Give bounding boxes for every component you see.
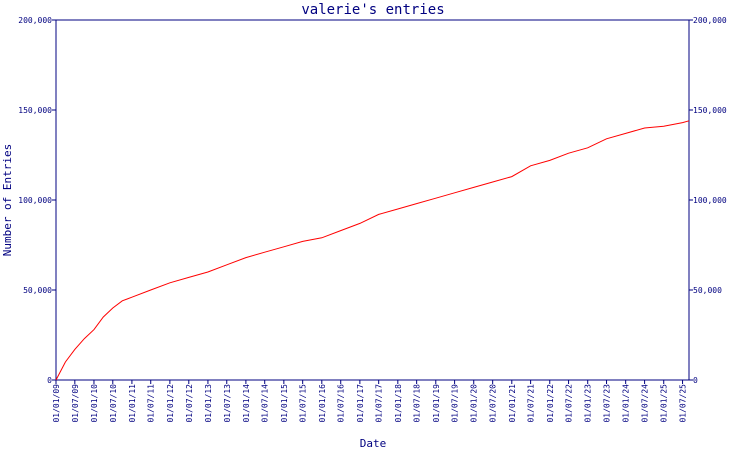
x-tick-label: 01/01/22 [546, 384, 555, 423]
x-tick-label: 01/07/12 [185, 384, 194, 423]
y-axis-left: 0 50,000 100,000 150,000 200,000 [18, 16, 56, 385]
x-tick-label: 01/01/14 [242, 384, 251, 423]
y-tick-label-left: 100,000 [18, 196, 52, 205]
chart-title: valerie's entries [301, 2, 444, 18]
x-axis-title: Date [360, 437, 387, 450]
x-tick-label: 01/01/11 [128, 384, 137, 423]
y-axis-title: Number of Entries [1, 144, 14, 257]
y-axis-right: 0 50,000 100,000 150,000 200,000 [689, 16, 727, 385]
y-tick-label-right: 50,000 [693, 286, 722, 295]
x-tick-label: 01/01/20 [470, 384, 479, 423]
y-tick-label-left: 200,000 [18, 16, 52, 25]
x-tick-label: 01/01/12 [166, 384, 175, 423]
x-tick-label: 01/01/09 [52, 384, 61, 423]
y-tick-label-left: 0 [47, 376, 52, 385]
x-tick-label: 01/07/20 [489, 384, 498, 423]
x-tick-label: 01/01/16 [318, 384, 327, 423]
x-tick-label: 01/01/18 [394, 384, 403, 423]
x-tick-label: 01/07/24 [641, 384, 650, 423]
y-tick-label-right: 150,000 [693, 106, 727, 115]
x-tick-label: 01/01/25 [660, 384, 669, 423]
y-tick-label-right: 0 [693, 376, 698, 385]
x-tick-label: 01/01/17 [356, 384, 365, 423]
x-tick-label: 01/07/14 [261, 384, 270, 423]
x-tick-label: 01/07/21 [527, 384, 536, 423]
x-tick-label: 01/07/19 [451, 384, 460, 423]
series-line [55, 120, 690, 381]
y-tick-label-left: 150,000 [18, 106, 52, 115]
x-tick-label: 01/07/10 [109, 384, 118, 423]
x-tick-label: 01/07/13 [223, 384, 232, 423]
x-tick-label: 01/01/15 [280, 384, 289, 423]
x-tick-label: 01/07/16 [337, 384, 346, 423]
x-tick-label: 01/01/19 [432, 384, 441, 423]
x-tick-label: 01/01/13 [204, 384, 213, 423]
x-tick-label: 01/07/22 [565, 384, 574, 423]
x-tick-label: 01/07/25 [679, 384, 688, 423]
x-tick-label: 01/01/10 [90, 384, 99, 423]
x-tick-label: 01/07/15 [299, 384, 308, 423]
x-tick-label: 01/07/23 [603, 384, 612, 423]
y-tick-label-right: 100,000 [693, 196, 727, 205]
y-tick-label-left: 50,000 [23, 286, 52, 295]
x-axis: 01/01/09 01/07/09 01/01/10 01/07/10 01/01/11… [52, 380, 688, 423]
y-tick-label-right: 200,000 [693, 16, 727, 25]
x-tick-label: 01/07/18 [413, 384, 422, 423]
x-tick-label: 01/07/09 [71, 384, 80, 423]
x-tick-label: 01/01/23 [584, 384, 593, 423]
plot-frame [55, 19, 690, 381]
x-tick-label: 01/01/24 [622, 384, 631, 423]
x-tick-label: 01/01/21 [508, 384, 517, 423]
x-tick-label: 01/07/17 [375, 384, 384, 423]
x-tick-label: 01/07/11 [147, 384, 156, 423]
